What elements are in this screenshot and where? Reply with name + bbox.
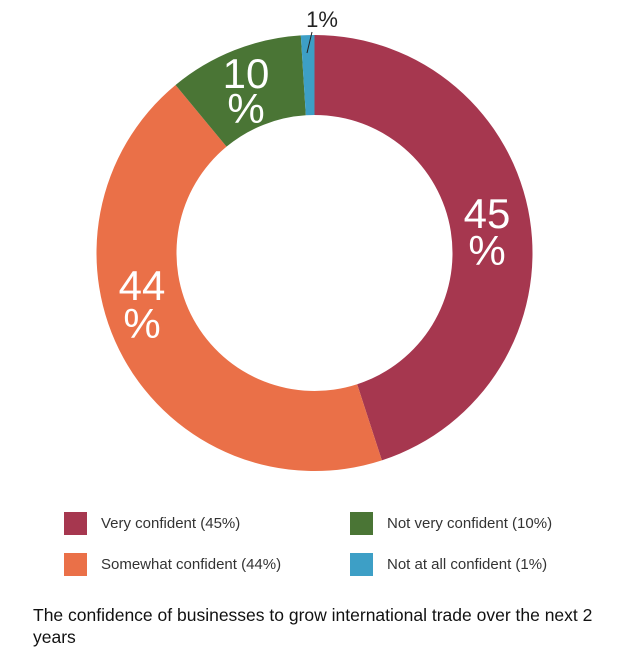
legend-swatch — [350, 512, 373, 535]
slice-data-label: 10 — [223, 50, 270, 97]
slice-data-label: 44 — [119, 262, 166, 309]
legend-label: Somewhat confident (44%) — [101, 556, 282, 573]
donut-slice — [175, 35, 306, 147]
label-leader-line — [306, 31, 313, 54]
donut-slice — [300, 35, 315, 116]
slice-data-label: % — [227, 85, 264, 132]
legend-label: Very confident (45%) — [101, 515, 241, 532]
legend-label: Not at all confident (1%) — [387, 556, 548, 573]
slice-data-label: 1% — [306, 7, 338, 32]
legend-swatch — [350, 553, 373, 576]
legend-item-not-at-all-confident: Not at all confident (1%) — [350, 553, 547, 576]
legend-item-very-confident: Very confident (45%) — [64, 512, 240, 535]
legend-swatch — [64, 553, 87, 576]
slice-data-label: % — [468, 227, 505, 274]
slice-data-label: % — [123, 300, 160, 347]
legend-label: Not very confident (10%) — [387, 515, 553, 532]
chart-caption: The confidence of businesses to grow int… — [33, 605, 593, 647]
legend-item-not-very-confident: Not very confident (10%) — [350, 512, 552, 535]
donut-slice — [314, 35, 533, 461]
slice-data-label: 45 — [464, 190, 511, 237]
donut-slice — [96, 85, 382, 472]
legend-swatch — [64, 512, 87, 535]
legend-item-somewhat-confident: Somewhat confident (44%) — [64, 553, 281, 576]
donut-chart: 45%44%10%1% — [96, 7, 533, 472]
